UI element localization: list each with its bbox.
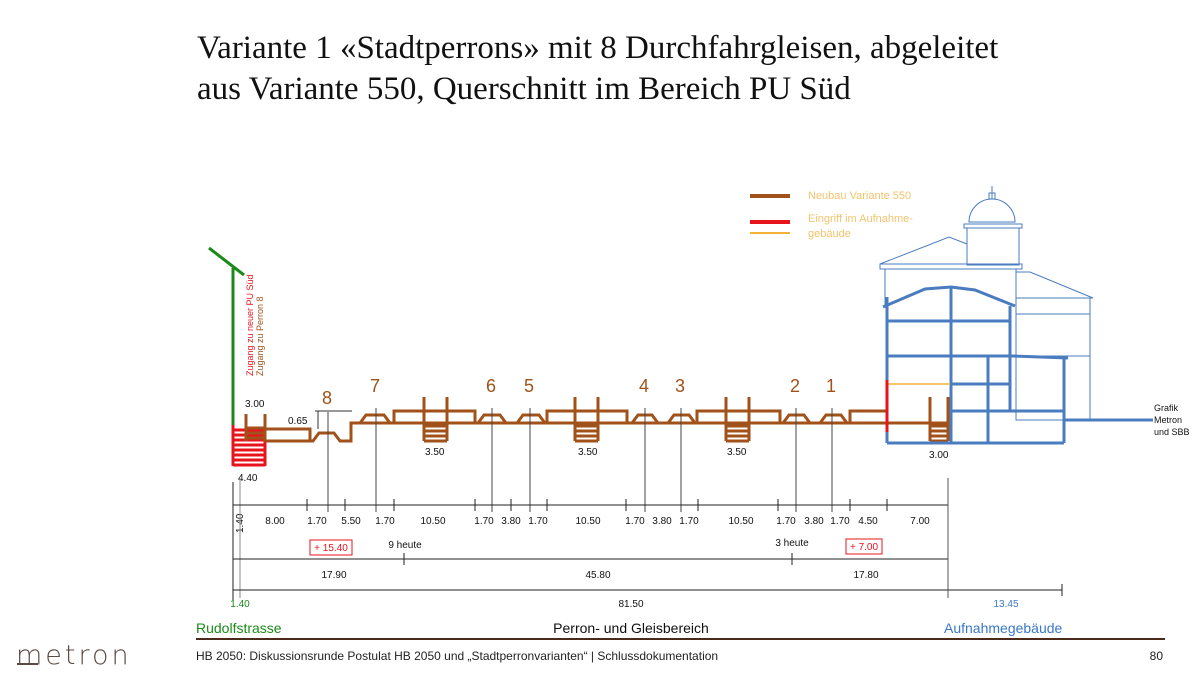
access-shaft: Zugang zu neuer PU Süd Zugang zu Perron … bbox=[208, 246, 265, 426]
title-line-1: Variante 1 «Stadtperrons» mit 8 Durchfah… bbox=[197, 30, 999, 66]
width-label: 10.50 bbox=[420, 516, 445, 527]
total-middle: 81.50 bbox=[618, 599, 643, 610]
zone-perron-gleisbereich: Perron- und Gleisbereich bbox=[553, 620, 709, 636]
width-label: 1.70 bbox=[830, 516, 850, 527]
width-label: 1.70 bbox=[625, 516, 645, 527]
width-label: 1.70 bbox=[375, 516, 395, 527]
width-label: 1.70 bbox=[776, 516, 796, 527]
footer-text: HB 2050: Diskussionsrunde Postulat HB 20… bbox=[196, 649, 718, 663]
total-left: 1.40 bbox=[230, 599, 250, 610]
access-pu-sued-label: Zugang zu neuer PU Süd bbox=[245, 274, 255, 376]
legend: Neubau Variante 550 Eingriff im Aufnahme… bbox=[750, 190, 913, 240]
staircase bbox=[928, 397, 950, 443]
staircase bbox=[422, 397, 449, 443]
track-number: 6 bbox=[486, 376, 496, 396]
step-height-marker bbox=[315, 410, 352, 429]
legend-neubau-label: Neubau Variante 550 bbox=[808, 190, 911, 202]
title-line-2: aus Variante 550, Querschnitt im Bereich… bbox=[197, 71, 851, 107]
station-building bbox=[879, 186, 1153, 445]
access-perron8-label: Zugang zu Perron 8 bbox=[255, 296, 265, 376]
width-label: 10.50 bbox=[575, 516, 600, 527]
zone-aufnahmegebaeude: Aufnahmegebäude bbox=[944, 620, 1063, 636]
width-label: 1.70 bbox=[679, 516, 699, 527]
added-width-left: + 15.40 bbox=[314, 543, 348, 554]
height-label: 3.00 bbox=[245, 399, 265, 410]
total-right: 13.45 bbox=[993, 599, 1018, 610]
added-width-box-right bbox=[845, 538, 883, 555]
height-label: 3.50 bbox=[727, 447, 747, 458]
building-facade-outline bbox=[879, 186, 1094, 421]
width-label: 4.50 bbox=[858, 516, 878, 527]
track-number: 7 bbox=[370, 376, 380, 396]
height-label: 3.50 bbox=[425, 447, 445, 458]
legend-eingriff-label-2: gebäude bbox=[808, 228, 851, 240]
zone-rudolfstrasse: Rudolfstrasse bbox=[196, 620, 282, 636]
height-label: 3.00 bbox=[929, 450, 949, 461]
width-label: 3.80 bbox=[501, 516, 521, 527]
width-label: 1.70 bbox=[528, 516, 548, 527]
staircase bbox=[244, 414, 267, 441]
staircase bbox=[724, 397, 751, 443]
dimension-ticks bbox=[306, 499, 888, 511]
track-number: 5 bbox=[524, 376, 534, 396]
width-label: 3.80 bbox=[804, 516, 824, 527]
width-label: 1.70 bbox=[474, 516, 494, 527]
width-label: 7.00 bbox=[910, 516, 930, 527]
height-label: 3.50 bbox=[578, 447, 598, 458]
subtotal-label: 45.80 bbox=[585, 570, 610, 581]
credit-line-2: Metron bbox=[1154, 415, 1182, 425]
today-label-left: 9 heute bbox=[388, 540, 422, 551]
width-label: 10.50 bbox=[728, 516, 753, 527]
track-number: 3 bbox=[675, 376, 685, 396]
today-label-right: 3 heute bbox=[775, 538, 809, 549]
building-structure bbox=[882, 285, 1153, 445]
access-shaft-top bbox=[208, 246, 245, 277]
track-numbers: 8 7 6 5 4 3 2 1 bbox=[322, 376, 836, 512]
added-width-box-left bbox=[309, 539, 353, 556]
height-label: 4.40 bbox=[238, 473, 258, 484]
width-label: 8.00 bbox=[265, 516, 285, 527]
step-height-label: 0.65 bbox=[288, 416, 308, 427]
track-number: 8 bbox=[322, 388, 332, 408]
track-number: 2 bbox=[790, 376, 800, 396]
subtotal-label: 17.90 bbox=[321, 570, 346, 581]
metron-logo: metron bbox=[16, 640, 132, 671]
width-label: 5.50 bbox=[341, 516, 361, 527]
width-label: 3.80 bbox=[652, 516, 672, 527]
track-number: 4 bbox=[639, 376, 649, 396]
added-width-right: + 7.00 bbox=[850, 542, 879, 553]
page-number: 80 bbox=[1150, 649, 1164, 663]
credit-line-1: Grafik bbox=[1154, 403, 1179, 413]
stairs bbox=[231, 397, 950, 467]
red-staircase bbox=[231, 425, 267, 467]
track-number: 1 bbox=[826, 376, 836, 396]
subtotal-label: 17.80 bbox=[853, 570, 878, 581]
dimension-lines bbox=[232, 478, 1063, 600]
legend-eingriff-label-1: Eingriff im Aufnahme- bbox=[808, 213, 913, 225]
width-label: 1.70 bbox=[307, 516, 327, 527]
width-labels: 8.00 1.70 5.50 1.70 10.50 1.70 3.80 1.70 10.50 1.… bbox=[265, 516, 930, 527]
slide-title: Variante 1 «Stadtperrons» mit 8 Durchfah… bbox=[197, 28, 998, 110]
track-structure bbox=[265, 409, 948, 443]
staircase bbox=[573, 397, 600, 443]
credit-line-3: und SBB bbox=[1154, 427, 1190, 437]
